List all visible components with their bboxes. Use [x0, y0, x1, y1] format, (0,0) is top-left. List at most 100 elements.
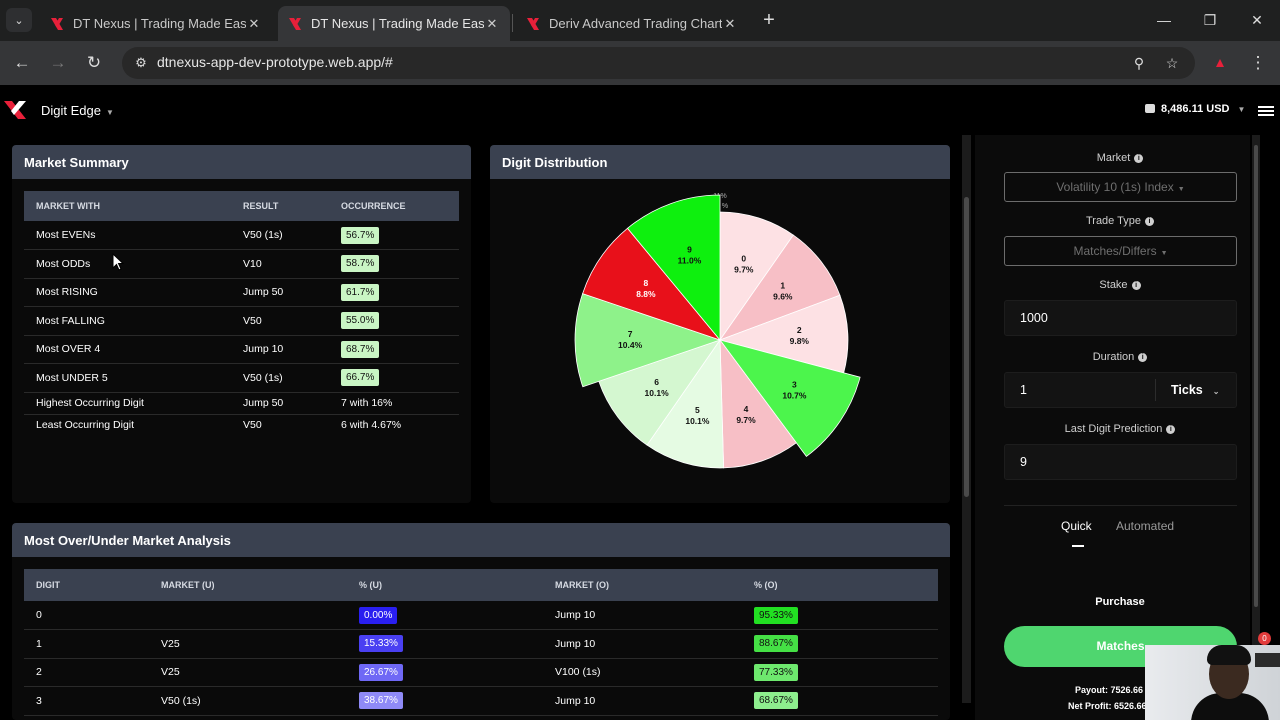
duration-value[interactable]: 1	[1020, 383, 1027, 397]
over-under-table: DIGIT MARKET (U) % (U) MARKET (O) % (O) …	[24, 569, 938, 716]
sidebar-scrollbar-thumb[interactable]	[1254, 145, 1258, 607]
table-row: 0 0.00% Jump 10 95.33%	[24, 601, 938, 630]
pie-percent-label: 9.6%	[773, 291, 793, 301]
market-under-cell	[149, 601, 347, 630]
panel-title: Most Over/Under Market Analysis	[12, 523, 950, 557]
site-settings-icon[interactable]: ⚙	[135, 55, 147, 70]
zoom-icon[interactable]: ⚲	[1133, 54, 1145, 71]
market-under-cell: V25	[149, 629, 347, 659]
digit-cell: 2	[24, 658, 149, 687]
account-balance[interactable]: 8,486.11 USD ▼	[1145, 103, 1245, 115]
pie-percent-label: 10.1%	[645, 388, 670, 398]
trade-type-select[interactable]: Matches/Differs ▼	[1004, 236, 1237, 266]
close-window-button[interactable]: ✕	[1251, 11, 1263, 28]
market-result: V50 (1s)	[231, 363, 329, 393]
info-icon[interactable]: i	[1131, 281, 1141, 290]
over-badge: 68.67%	[754, 692, 798, 710]
under-badge: 15.33%	[359, 635, 403, 653]
reload-icon[interactable]: ↻	[86, 53, 102, 72]
occurrence-badge: 61.7%	[341, 283, 380, 301]
mouse-cursor-icon	[112, 253, 124, 271]
restore-button[interactable]: ❐	[1203, 11, 1217, 28]
net-profit-row: Net Profit: 6526.66	[1068, 701, 1147, 711]
bookmark-star-icon[interactable]: ☆	[1165, 54, 1179, 71]
forward-arrow-icon[interactable]: →	[49, 53, 67, 72]
product-selector[interactable]: Digit Edge ▼	[41, 103, 114, 118]
duration-label-text: Duration	[1092, 351, 1135, 363]
tab-search-button[interactable]: ⌄	[6, 8, 32, 32]
occurrence-cell: 61.7%	[329, 278, 459, 307]
url-text[interactable]: dtnexus-app-dev-prototype.web.app/#	[157, 54, 393, 70]
minimize-button[interactable]: —	[1157, 12, 1171, 28]
column-header: RESULT	[231, 191, 329, 221]
pie-digit-label: 1	[780, 280, 785, 290]
address-bar[interactable]: ⚙ dtnexus-app-dev-prototype.web.app/# ⚲ …	[122, 47, 1195, 79]
brand-logo-icon[interactable]	[4, 101, 26, 119]
info-icon[interactable]: i	[1138, 353, 1148, 362]
main-scrollbar-thumb[interactable]	[964, 197, 969, 497]
stake-input[interactable]: 1000	[1004, 300, 1237, 336]
menu-icon[interactable]	[1258, 106, 1274, 116]
pie-digit-label: 0	[741, 253, 746, 263]
digit-cell: 0	[24, 601, 149, 630]
duration-unit-select[interactable]: Ticks ⌄	[1171, 373, 1219, 409]
info-icon[interactable]: i	[1166, 425, 1176, 434]
pie-slice-digit-3	[718, 339, 861, 457]
purchase-label: Purchase	[1095, 596, 1145, 608]
tab-title: DT Nexus | Trading Made Easier	[311, 16, 484, 31]
market-result: V50 (1s)	[231, 221, 329, 250]
balance-value: 8,486.11 USD	[1161, 103, 1230, 115]
info-icon[interactable]: i	[1145, 217, 1155, 226]
browser-menu-icon[interactable]: ⋮	[1249, 53, 1267, 72]
column-header: % (O)	[742, 569, 938, 601]
occurrence-badge: 66.7%	[341, 369, 380, 387]
table-row: 3 V50 (1s) 38.67% Jump 10 68.67%	[24, 686, 938, 716]
market-under-cell: V50 (1s)	[149, 686, 347, 716]
tab-automated[interactable]: Automated	[1116, 519, 1175, 533]
close-icon[interactable]: ✕	[486, 15, 498, 31]
duration-unit-value: Ticks	[1171, 383, 1203, 397]
browser-tab-1[interactable]: DT Nexus | Trading Made Easier ✕	[40, 6, 272, 41]
market-select[interactable]: Volatility 10 (1s) Index ▼	[1004, 172, 1237, 202]
tab-quick[interactable]: Quick	[1061, 519, 1092, 533]
pie-percent-label: 10.7%	[782, 391, 807, 401]
pie-digit-label: 7	[628, 329, 633, 339]
browser-tab-2[interactable]: DT Nexus | Trading Made Easier ✕	[278, 6, 510, 41]
market-select-value: Volatility 10 (1s) Index	[1056, 180, 1174, 194]
market-label: Market i	[975, 152, 1265, 164]
occurrence-badge: 56.7%	[341, 226, 380, 244]
notification-badge[interactable]: 0	[1258, 632, 1271, 645]
browser-tab-3[interactable]: Deriv Advanced Trading Charts ✕	[516, 6, 748, 41]
market-result: Jump 50	[231, 392, 329, 415]
pie-percent-label: 9.8%	[790, 336, 810, 346]
duration-input[interactable]: 1 Ticks ⌄	[1004, 372, 1237, 408]
pie-slice-digit-9	[626, 194, 721, 342]
column-header: MARKET (O)	[543, 569, 742, 601]
prediction-input[interactable]: 9	[1004, 444, 1237, 480]
pie-digit-label: 9	[687, 244, 692, 254]
trade-form-sidebar: Market i Volatility 10 (1s) Index ▼ Trade …	[975, 135, 1250, 720]
market-label: Most UNDER 5	[24, 363, 231, 393]
main-scrollbar[interactable]	[962, 135, 971, 703]
duration-label: Duration i	[975, 351, 1265, 363]
market-label-text: Market	[1096, 152, 1131, 164]
extension-icon[interactable]	[1214, 57, 1226, 69]
info-icon[interactable]: i	[1134, 154, 1144, 163]
dtnexus-logo-icon	[289, 17, 301, 30]
market-label: Most OVER 4	[24, 335, 231, 364]
stray-label: %	[722, 203, 728, 210]
occurrence-badge: 55.0%	[341, 312, 380, 330]
browser-tab-bar: ⌄ DT Nexus | Trading Made Easier ✕ DT Ne…	[0, 0, 1280, 41]
prediction-label-text: Last Digit Prediction	[1064, 423, 1163, 435]
net-profit-value: 6526.66	[1114, 701, 1147, 711]
table-row: Most UNDER 5 V50 (1s) 66.7%	[24, 363, 459, 393]
close-icon[interactable]: ✕	[248, 15, 260, 31]
column-header: OCCURRENCE	[329, 191, 459, 221]
new-tab-button[interactable]: +	[763, 8, 775, 31]
back-arrow-icon[interactable]: ←	[13, 53, 31, 72]
sidebar-scrollbar[interactable]	[1252, 135, 1260, 703]
table-row: Highest Occurring Digit Jump 50 7 with 1…	[24, 392, 459, 415]
table-row: Most OVER 4 Jump 10 68.7%	[24, 335, 459, 364]
column-header: MARKET WITH	[24, 191, 231, 221]
close-icon[interactable]: ✕	[724, 15, 736, 31]
